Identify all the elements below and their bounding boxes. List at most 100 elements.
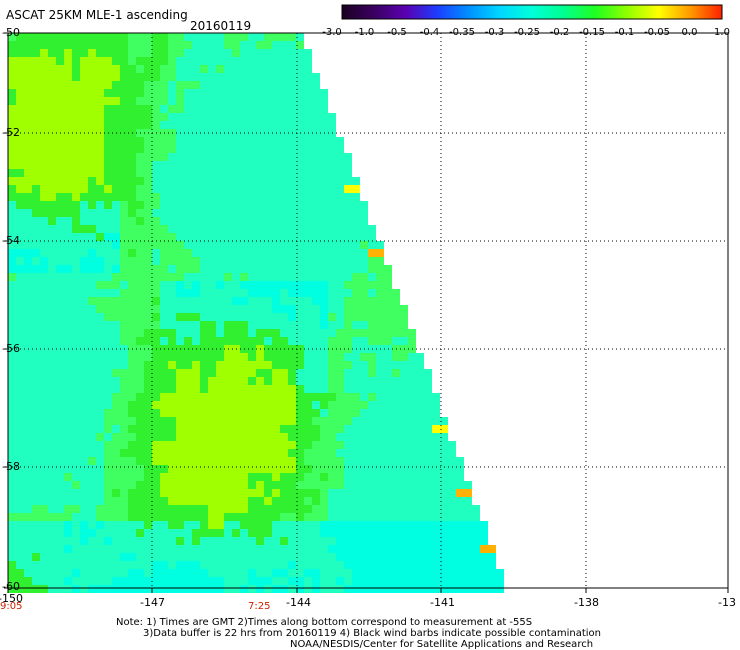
wind-cell [256, 569, 264, 577]
wind-cell [240, 113, 248, 121]
wind-cell [16, 73, 24, 81]
wind-cell [256, 145, 264, 153]
wind-cell [112, 385, 120, 393]
wind-cell [72, 105, 80, 113]
wind-cell [104, 529, 112, 537]
wind-cell [96, 153, 104, 161]
wind-cell [400, 505, 408, 513]
wind-cell [224, 233, 232, 241]
wind-cell [80, 209, 88, 217]
wind-cell [312, 417, 320, 425]
wind-cell [104, 305, 112, 313]
wind-cell [464, 545, 472, 553]
wind-cell [240, 497, 248, 505]
wind-cell [80, 481, 88, 489]
wind-cell [176, 209, 184, 217]
wind-cell [312, 121, 320, 129]
wind-cell [224, 489, 232, 497]
wind-cell [128, 585, 136, 593]
wind-cell [320, 465, 328, 473]
wind-cell [400, 465, 408, 473]
wind-cell [216, 561, 224, 569]
wind-cell [312, 585, 320, 593]
wind-cell [400, 369, 408, 377]
wind-cell [368, 425, 376, 433]
wind-cell [24, 257, 32, 265]
wind-cell [136, 393, 144, 401]
wind-cell [368, 505, 376, 513]
wind-cell [200, 393, 208, 401]
wind-cell [328, 513, 336, 521]
wind-cell [8, 161, 16, 169]
wind-cell [16, 313, 24, 321]
wind-cell [192, 569, 200, 577]
wind-cell [240, 161, 248, 169]
wind-cell [296, 201, 304, 209]
wind-cell [264, 497, 272, 505]
wind-cell [320, 217, 328, 225]
wind-cell [456, 585, 464, 593]
wind-cell [232, 81, 240, 89]
wind-cell [232, 425, 240, 433]
wind-cell [272, 433, 280, 441]
wind-cell [312, 505, 320, 513]
wind-cell [104, 321, 112, 329]
wind-cell [96, 113, 104, 121]
wind-cell [296, 313, 304, 321]
wind-cell [96, 217, 104, 225]
wind-cell [200, 337, 208, 345]
wind-cell [88, 57, 96, 65]
wind-cell [32, 561, 40, 569]
wind-cell [80, 65, 88, 73]
wind-cell [232, 353, 240, 361]
wind-cell [168, 145, 176, 153]
wind-cell [344, 473, 352, 481]
wind-cell [160, 569, 168, 577]
wind-cell [120, 353, 128, 361]
wind-cell [184, 225, 192, 233]
wind-cell [64, 257, 72, 265]
wind-cell [136, 353, 144, 361]
wind-cell [216, 81, 224, 89]
wind-cell [376, 273, 384, 281]
wind-cell [400, 321, 408, 329]
wind-cell [336, 489, 344, 497]
wind-cell [56, 153, 64, 161]
wind-cell [176, 529, 184, 537]
wind-cell [176, 81, 184, 89]
wind-cell [128, 433, 136, 441]
wind-cell [88, 545, 96, 553]
wind-cell [272, 265, 280, 273]
wind-cell [440, 489, 448, 497]
wind-cell [16, 393, 24, 401]
wind-cell [48, 577, 56, 585]
wind-cell [224, 417, 232, 425]
wind-cell [8, 321, 16, 329]
wind-cell [216, 105, 224, 113]
wind-cell [120, 57, 128, 65]
wind-cell [376, 313, 384, 321]
wind-cell [8, 481, 16, 489]
wind-cell [256, 401, 264, 409]
wind-cell [192, 393, 200, 401]
wind-cell [152, 465, 160, 473]
wind-cell [216, 337, 224, 345]
wind-cell [32, 57, 40, 65]
wind-cell [72, 89, 80, 97]
wind-cell [264, 449, 272, 457]
wind-cell [72, 217, 80, 225]
wind-cell [232, 337, 240, 345]
wind-cell [432, 425, 440, 433]
wind-cell [104, 65, 112, 73]
wind-cell [184, 249, 192, 257]
wind-cell [136, 313, 144, 321]
wind-cell [104, 273, 112, 281]
wind-cell [264, 201, 272, 209]
wind-cell [144, 97, 152, 105]
wind-cell [224, 369, 232, 377]
wind-cell [416, 409, 424, 417]
wind-cell [104, 473, 112, 481]
wind-cell [240, 153, 248, 161]
wind-cell [224, 433, 232, 441]
wind-cell [88, 457, 96, 465]
